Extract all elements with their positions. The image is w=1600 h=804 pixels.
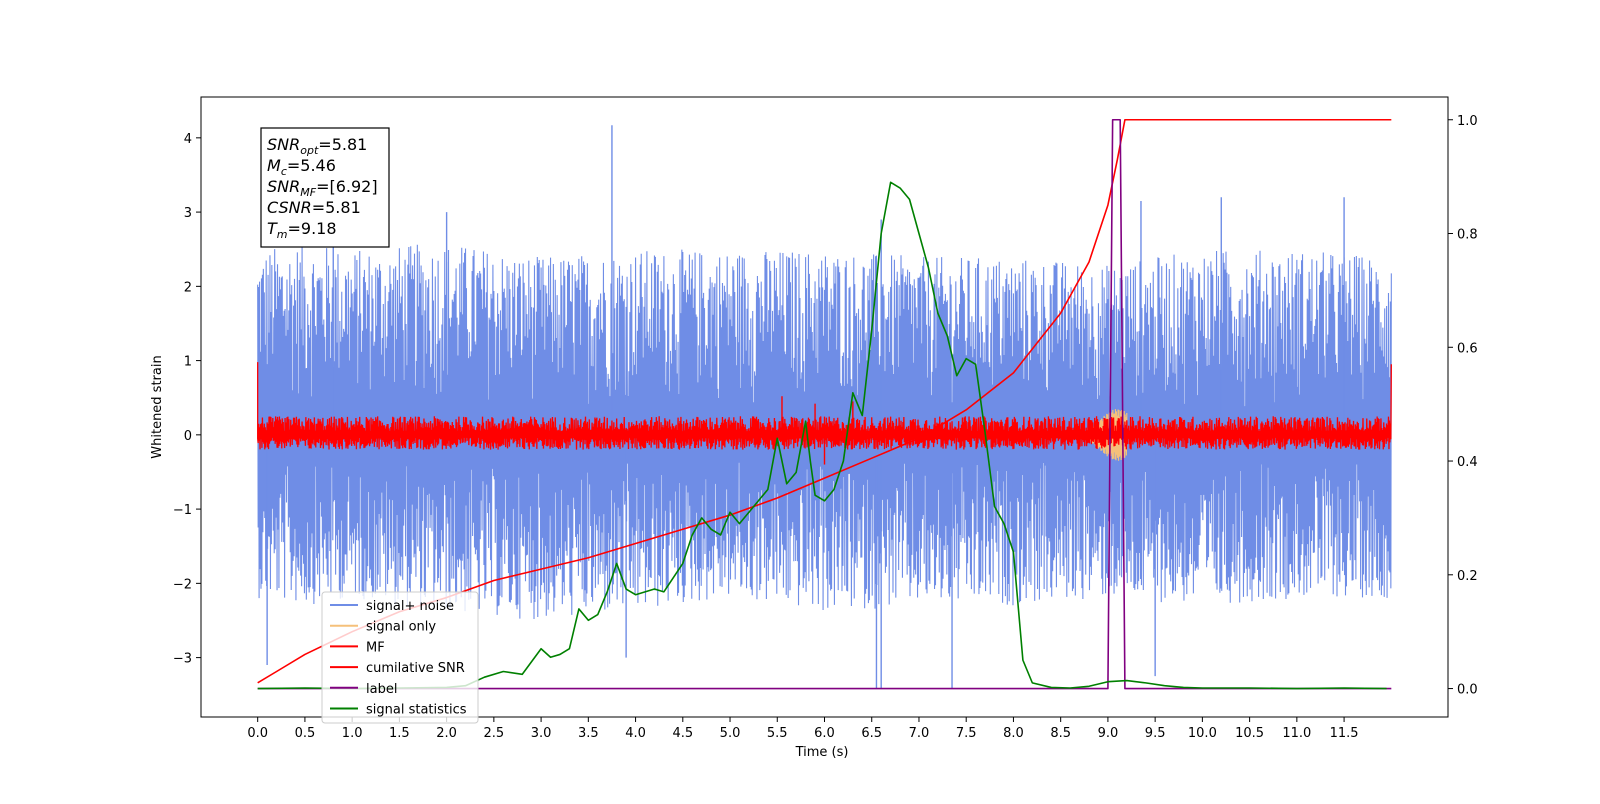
x-tick-label: 3.5 (578, 726, 599, 741)
x-tick-label: 5.0 (720, 726, 741, 741)
series-label (257, 118, 1392, 690)
x-tick-label: 10.0 (1188, 726, 1217, 741)
y-tick-label-left: −2 (173, 577, 192, 592)
x-tick-label: 6.5 (861, 726, 882, 741)
x-tick-label: 1.5 (389, 726, 410, 741)
legend-label: signal+ noise (366, 599, 454, 614)
y-tick-label-left: 1 (184, 355, 192, 370)
info-line: SNRMF=[6.92] (267, 177, 378, 199)
y-axis-right: 1.0 0.8 0.6 0.4 0.2 0.0 (1448, 114, 1478, 698)
x-tick-label: 10.5 (1235, 726, 1264, 741)
x-tick-label: 4.0 (625, 726, 646, 741)
x-tick-label: 11.5 (1330, 726, 1359, 741)
x-tick-label: 9.5 (1145, 726, 1166, 741)
y-tick-label-right: 0.2 (1457, 569, 1478, 584)
x-tick-label: 8.0 (1003, 726, 1024, 741)
legend-label: MF (366, 640, 385, 655)
y-tick-label-left: 3 (184, 206, 192, 221)
y-tick-label-left: 4 (184, 132, 192, 147)
x-tick-label: 7.5 (956, 726, 977, 741)
x-tick-label: 11.0 (1282, 726, 1311, 741)
legend: signal+ noise signal only MF cumilative SNR… (321, 591, 479, 724)
series-signal-statistics (257, 181, 1387, 690)
series-mf (257, 362, 1392, 450)
y-tick-label-right: 0.0 (1457, 683, 1478, 698)
info-line: SNRopt=5.81 (267, 135, 367, 157)
y-tick-label-left: 2 (184, 280, 192, 295)
y-tick-label-left: 0 (184, 429, 192, 444)
legend-frame (321, 591, 479, 724)
x-tick-label: 5.5 (767, 726, 788, 741)
y-tick-label-right: 0.6 (1457, 341, 1478, 356)
legend-label: signal only (366, 620, 436, 635)
x-tick-label: 1.0 (342, 726, 363, 741)
y-tick-label-right: 0.8 (1457, 228, 1478, 243)
y-axis-left: 4 3 2 1 0 −1 −2 −3 (173, 132, 201, 667)
info-line: Tm=9.18 (267, 219, 337, 241)
legend-label: signal statistics (366, 703, 467, 718)
y-tick-label-left: −1 (173, 503, 192, 518)
mf-spikes (781, 396, 854, 465)
y-axis-title: Whitened strain (150, 355, 165, 458)
x-axis: 0.0 0.5 1.0 1.5 2.0 2.5 3.0 3.5 4.0 4.5 5.0 5.5 6.0 6… (247, 717, 1359, 741)
x-tick-label: 7.0 (909, 726, 930, 741)
x-tick-label: 3.0 (531, 726, 552, 741)
x-tick-label: 0.0 (247, 726, 268, 741)
y-tick-label-right: 1.0 (1457, 114, 1478, 129)
x-tick-label: 2.0 (436, 726, 457, 741)
info-line: Mc=5.46 (267, 156, 336, 178)
x-tick-label: 4.5 (672, 726, 693, 741)
legend-label: cumilative SNR (366, 661, 465, 676)
y-tick-label-left: −3 (173, 652, 192, 667)
x-tick-label: 8.5 (1050, 726, 1071, 741)
legend-label: label (366, 682, 397, 697)
x-tick-label: 2.5 (484, 726, 505, 741)
x-tick-label: 0.5 (295, 726, 316, 741)
x-tick-label: 6.0 (814, 726, 835, 741)
info-box-frame (260, 127, 390, 248)
x-axis-title: Time (s) (795, 745, 849, 760)
x-tick-label: 9.0 (1098, 726, 1119, 741)
info-line: CSNR=5.81 (267, 198, 361, 217)
y-tick-label-right: 0.4 (1457, 455, 1478, 470)
